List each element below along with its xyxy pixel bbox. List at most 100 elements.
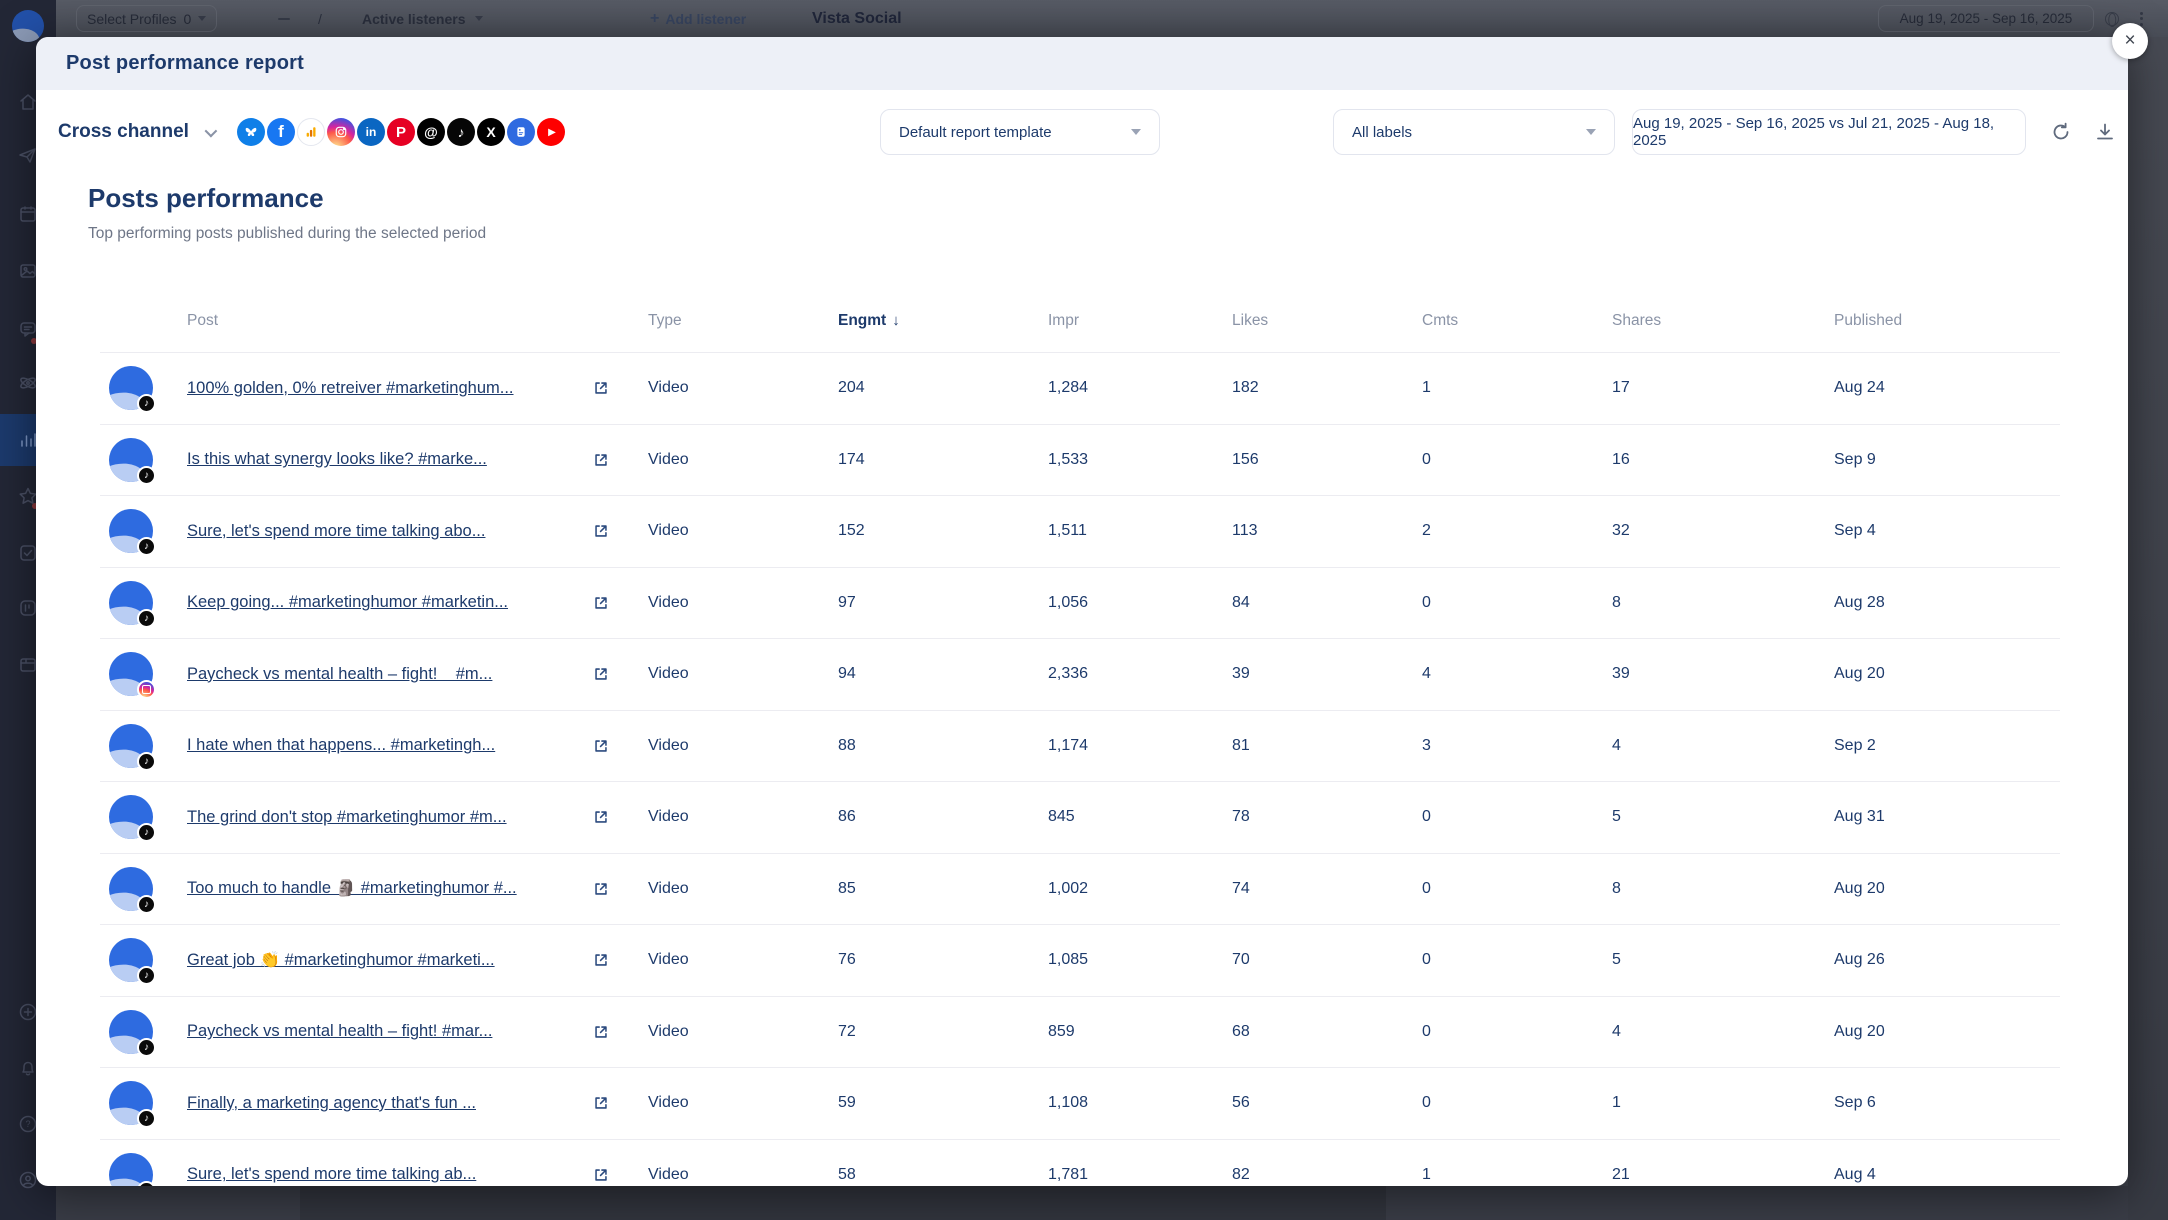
post-published: Aug 26	[1834, 951, 1885, 969]
post-published: Aug 4	[1834, 1165, 1876, 1183]
pinterest-icon[interactable]	[387, 118, 415, 146]
post-title-link[interactable]: 100% golden, 0% retreiver #marketinghum.…	[187, 378, 514, 397]
table-row: Sure, let's spend more time talking abo.…	[100, 496, 2060, 568]
google-business-icon[interactable]	[507, 118, 535, 146]
post-likes: 82	[1232, 1165, 1250, 1183]
report-template-dropdown[interactable]: Default report template	[880, 109, 1160, 155]
post-impr: 859	[1048, 1022, 1075, 1040]
google-analytics-icon[interactable]	[297, 118, 325, 146]
col-type[interactable]: Type	[648, 311, 682, 329]
open-post-button[interactable]	[592, 1023, 610, 1041]
refresh-button[interactable]	[2049, 120, 2075, 146]
table-row: Is this what synergy looks like? #marke.…	[100, 425, 2060, 496]
post-title-link[interactable]: Is this what synergy looks like? #marke.…	[187, 450, 487, 469]
post-cmts: 0	[1422, 879, 1431, 897]
post-engmt: 86	[838, 808, 856, 826]
col-likes[interactable]: Likes	[1232, 311, 1269, 329]
post-likes: 182	[1232, 379, 1259, 397]
col-shares[interactable]: Shares	[1612, 311, 1662, 329]
post-title-link[interactable]: Finally, a marketing agency that's fun .…	[187, 1093, 476, 1112]
post-title-link[interactable]: I hate when that happens... #marketingh.…	[187, 736, 496, 755]
post-likes: 78	[1232, 808, 1250, 826]
post-engmt: 204	[838, 379, 865, 397]
open-post-button[interactable]	[592, 951, 610, 969]
table-header-row: Post Type Engmt ↓ Impr Likes Cmts Shares …	[100, 289, 2060, 353]
post-published: Aug 28	[1834, 593, 1885, 611]
date-range-picker[interactable]: Aug 19, 2025 - Sep 16, 2025 vs Jul 21, 2…	[1632, 109, 2026, 155]
close-button[interactable]: ×	[2112, 23, 2148, 59]
instagram-icon[interactable]	[327, 118, 355, 146]
labels-dropdown[interactable]: All labels	[1333, 109, 1615, 155]
bluesky-icon[interactable]	[237, 118, 265, 146]
col-cmts[interactable]: Cmts	[1422, 311, 1459, 329]
user-icon	[17, 1169, 39, 1191]
id-card-icon	[17, 597, 39, 619]
post-title-link[interactable]: Paycheck vs mental health – fight! #m...	[187, 664, 493, 683]
post-impr: 1,511	[1048, 522, 1087, 540]
open-post-button[interactable]	[592, 737, 610, 755]
image-icon	[17, 260, 39, 282]
facebook-icon[interactable]	[267, 118, 295, 146]
open-post-button[interactable]	[592, 808, 610, 826]
linkedin-icon[interactable]	[357, 118, 385, 146]
network-badge-icon	[137, 894, 156, 914]
post-cmts: 2	[1422, 522, 1431, 540]
x-icon[interactable]	[477, 118, 505, 146]
table-row: I hate when that happens... #marketingh.…	[100, 711, 2060, 782]
external-link-icon	[595, 525, 607, 537]
open-post-button[interactable]	[592, 451, 610, 469]
add-listener-label: Add listener	[665, 10, 747, 27]
post-title-link[interactable]: Too much to handle 🗿 #marketinghumor #..…	[187, 879, 517, 898]
select-profiles-count: 0	[183, 10, 192, 27]
post-type: Video	[648, 951, 689, 969]
open-post-button[interactable]	[592, 1166, 610, 1184]
open-post-button[interactable]	[592, 880, 610, 898]
post-title-link[interactable]: Sure, let's spend more time talking ab..…	[187, 1165, 477, 1184]
post-published: Sep 9	[1834, 450, 1876, 468]
post-title-link[interactable]: Great job 👏 #marketinghumor #marketi...	[187, 950, 495, 969]
open-post-button[interactable]	[592, 522, 610, 540]
active-listeners-dropdown: Active listeners	[362, 0, 483, 37]
brand-title: Vista Social	[812, 9, 902, 27]
labels-value: All labels	[1352, 123, 1413, 141]
post-likes: 156	[1232, 450, 1259, 468]
post-likes: 68	[1232, 1022, 1250, 1040]
post-avatar	[109, 866, 156, 914]
open-post-button[interactable]	[592, 665, 610, 683]
open-post-button[interactable]	[592, 1094, 610, 1112]
post-performance-modal: Post performance report Cross channel De…	[36, 37, 2128, 1186]
external-link-icon	[595, 668, 607, 680]
post-likes: 74	[1232, 879, 1250, 897]
post-title-link[interactable]: Keep going... #marketinghumor #marketin.…	[187, 593, 509, 612]
tiktok-icon[interactable]	[447, 118, 475, 146]
post-engmt: 59	[838, 1094, 856, 1112]
add-listener-button: + Add listener	[650, 0, 746, 37]
channel-selector[interactable]: Cross channel	[58, 121, 218, 143]
external-link-icon	[595, 740, 607, 752]
post-title-link[interactable]: Paycheck vs mental health – fight! #mar.…	[187, 1022, 493, 1041]
post-likes: 113	[1232, 522, 1258, 540]
youtube-icon[interactable]	[537, 118, 565, 146]
open-post-button[interactable]	[592, 379, 610, 397]
col-published[interactable]: Published	[1834, 311, 1903, 329]
plus-circle-icon	[17, 1001, 39, 1023]
network-badge-icon	[137, 1109, 156, 1129]
minus-icon	[278, 17, 290, 20]
network-badge-icon	[137, 608, 156, 628]
col-post[interactable]: Post	[187, 311, 219, 329]
network-badge-icon	[137, 966, 156, 986]
post-title-link[interactable]: The grind don't stop #marketinghumor #m.…	[187, 807, 507, 826]
threads-icon[interactable]	[417, 118, 445, 146]
download-button[interactable]	[2093, 120, 2119, 146]
table-row: Paycheck vs mental health – fight! #m...…	[100, 639, 2060, 711]
col-impr[interactable]: Impr	[1048, 311, 1079, 329]
post-likes: 39	[1232, 665, 1250, 683]
network-badge-icon	[137, 823, 156, 843]
post-type: Video	[648, 1022, 689, 1040]
post-avatar	[109, 437, 156, 485]
col-engmt-sorted[interactable]: Engmt ↓	[838, 311, 900, 329]
section-title: Posts performance	[88, 183, 324, 213]
post-title-link[interactable]: Sure, let's spend more time talking abo.…	[187, 521, 486, 540]
open-post-button[interactable]	[592, 594, 610, 612]
check-square-icon	[17, 542, 39, 564]
